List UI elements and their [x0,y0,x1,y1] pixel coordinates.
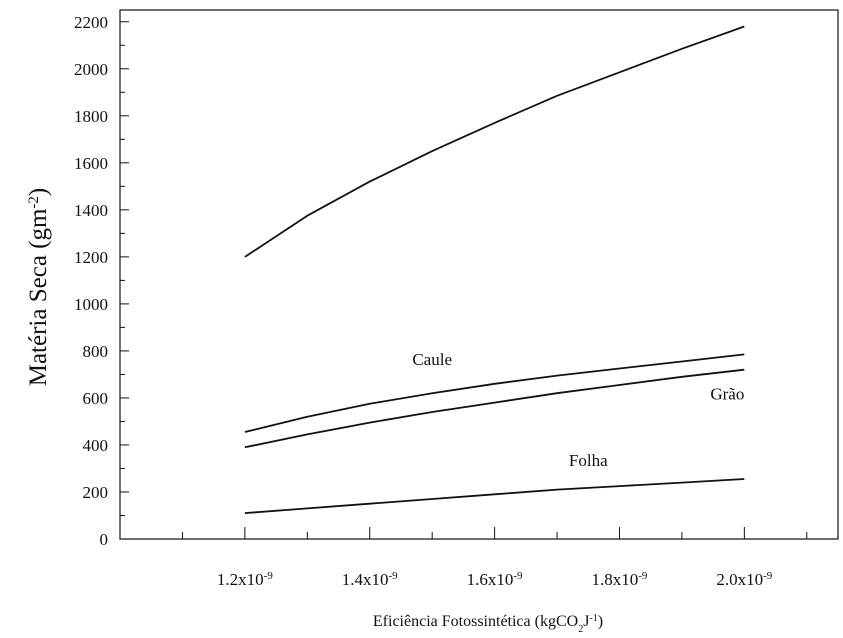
series-label: Folha [569,451,608,470]
y-tick-label: 200 [83,483,109,502]
y-tick-label: 800 [83,342,109,361]
series-line [244,353,745,433]
y-tick-label: 2000 [74,60,108,79]
series-lines [244,25,745,514]
y-axis-title: Matéria Seca (gm-2) [25,188,52,387]
x-tick-label: 1.8x10-9 [592,570,648,589]
x-axis-ticks: 1.2x10-9 1.4x10-9 1.6x10-9 1.8x10-9 2.0x10-9 [181,527,808,589]
y-axis-ticks: 0 200 400 600 800 1000 1200 1400 1600 1800 2000 220… [74,13,129,549]
x-tick-label: 1.6x10-9 [467,570,523,589]
y-tick-label: 1600 [74,154,108,173]
y-tick-label: 400 [83,436,109,455]
y-tick-label: 1000 [74,295,108,314]
series-line [244,25,745,258]
y-tick-label: 600 [83,389,109,408]
series-line [244,478,745,514]
series-labels: Parte AereaCauleGrãoFolha [412,350,744,470]
x-tick-label: 1.2x10-9 [217,570,273,589]
series-label: Grão [710,385,744,404]
y-tick-label: 1800 [74,107,108,126]
x-axis-title: Eficiência Fotossintética (kgCO2J-1) [373,613,603,635]
x-tick-label: 2.0x10-9 [716,570,772,589]
y-tick-label: 1400 [74,201,108,220]
y-tick-label: 0 [100,530,109,549]
x-tick-label: 1.4x10-9 [342,570,398,589]
y-tick-label: 2200 [74,13,108,32]
series-label: Caule [412,350,452,369]
y-tick-label: 1200 [74,248,108,267]
series-line [244,368,745,449]
axes [119,9,839,540]
plot-frame [119,9,839,540]
